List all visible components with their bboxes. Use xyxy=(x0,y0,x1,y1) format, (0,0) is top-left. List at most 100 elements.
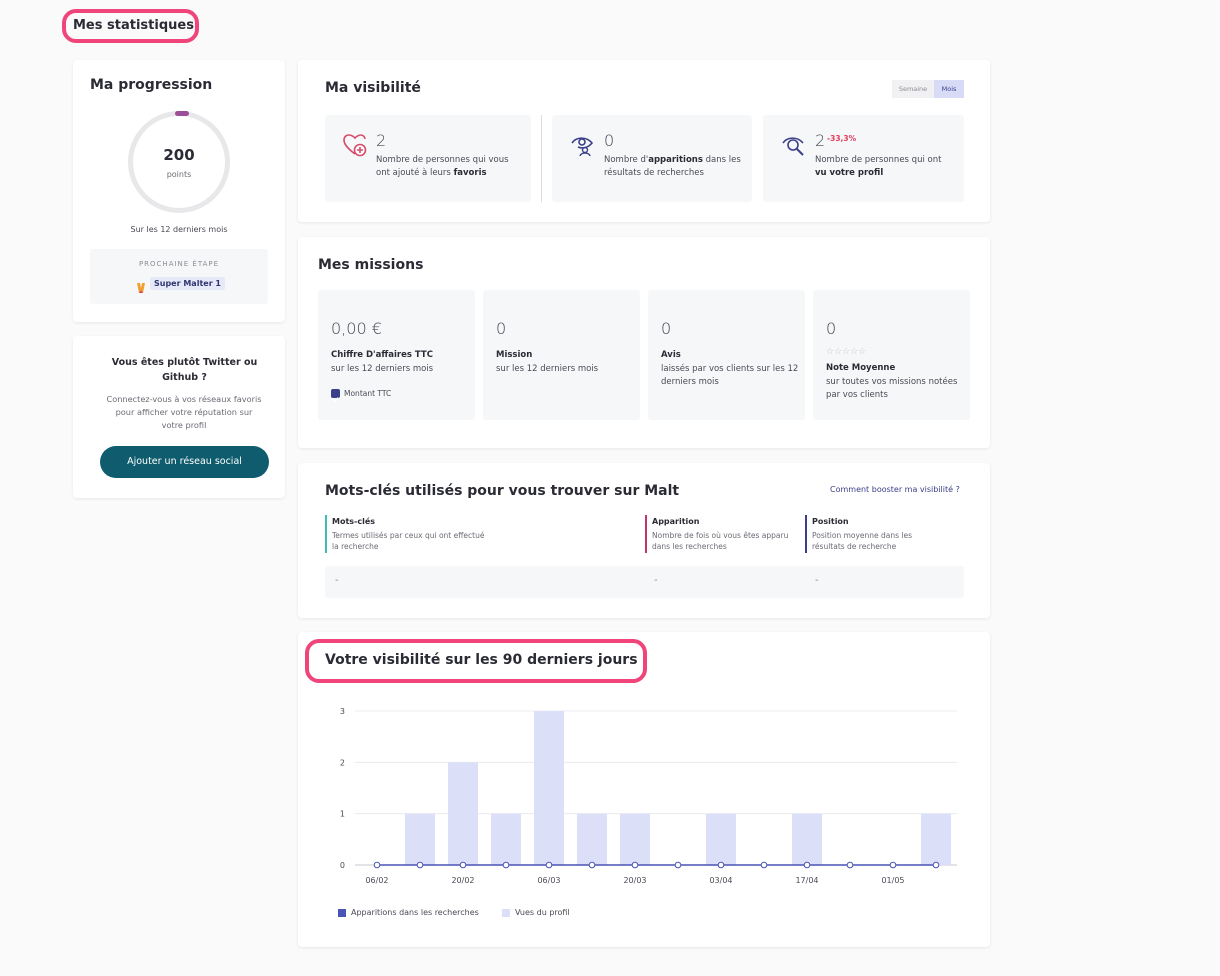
point-appearances xyxy=(459,861,467,869)
bar-profile-views xyxy=(921,813,951,865)
position-col-desc: Position moyenne dans les résultats de r… xyxy=(812,531,913,551)
keywords-title: Mots-clés utilisés pour vous trouver sur… xyxy=(325,483,680,499)
position-col-border xyxy=(805,515,807,553)
y-tick-label: 1 xyxy=(340,810,345,819)
mission-tile-revenue xyxy=(318,290,475,420)
stat-favorites-text: Nombre de personnes qui vous ont ajouté … xyxy=(376,155,509,178)
progression-title: Ma progression xyxy=(90,77,213,93)
stat-profile-views-text: Nombre de personnes qui ont vu votre pro… xyxy=(815,155,942,178)
visibility-chart: 0 1 2 3 06/02 20/02 06/03 20/03 03/04 17/04 01/05 xyxy=(340,707,957,885)
bar-profile-views xyxy=(706,813,736,865)
next-step-badge[interactable]: Super Malter 1 xyxy=(150,277,225,290)
highlight-chart-title xyxy=(305,639,647,683)
position-row-value: - xyxy=(815,575,819,586)
mission-label: Mission xyxy=(496,350,533,360)
bar-profile-views xyxy=(448,762,478,865)
position-col-title: Position xyxy=(812,517,849,526)
mission-tile-mission xyxy=(483,290,640,420)
stat-profile-views-value: 2 xyxy=(815,131,826,150)
mission-sub: sur les 12 derniers mois xyxy=(496,364,599,374)
mission-value: 0 xyxy=(496,319,507,338)
social-description: Connectez-vous à vos réseaux favoris pou… xyxy=(106,394,262,430)
point-appearances xyxy=(631,861,639,869)
mission-tile-reviews xyxy=(648,290,805,420)
rating-value: 0 xyxy=(826,319,837,338)
point-appearances xyxy=(932,861,940,869)
point-appearances xyxy=(502,861,510,869)
y-tick-label: 0 xyxy=(340,861,345,870)
keywords-col-desc: Termes utilisés par ceux qui ont effectu… xyxy=(332,531,485,551)
keywords-table-row xyxy=(325,566,964,598)
toggle-semaine[interactable]: Semaine xyxy=(892,80,934,98)
appearance-col-title: Apparition xyxy=(652,517,700,526)
appearance-col-border xyxy=(645,515,647,553)
point-appearances xyxy=(803,861,811,869)
y-tick-label: 3 xyxy=(340,707,345,716)
reviews-label: Avis xyxy=(661,350,681,360)
point-appearances xyxy=(889,861,897,869)
x-tick-label: 03/04 xyxy=(709,876,732,885)
point-appearances xyxy=(416,861,424,869)
stat-appearances-text: Nombre d'apparitions dans les résultats … xyxy=(604,155,741,178)
toggle-mois[interactable]: Mois xyxy=(934,80,964,98)
medal-icon xyxy=(136,279,146,293)
bar-profile-views xyxy=(491,813,521,865)
points-label: points xyxy=(166,170,192,179)
keywords-col-title: Mots-clés xyxy=(332,517,376,526)
mission-tile-rating xyxy=(813,290,970,420)
x-tick-label: 01/05 xyxy=(881,876,904,885)
revenue-value: 0,00 € xyxy=(331,319,382,338)
legend-swatch-appearances xyxy=(338,909,346,917)
point-appearances xyxy=(717,861,725,869)
legend-label-profile-views: Vues du profil xyxy=(515,908,570,917)
revenue-label: Chiffre D'affaires TTC xyxy=(331,350,433,360)
missions-title: Mes missions xyxy=(318,257,424,273)
progression-period: Sur les 12 derniers mois xyxy=(130,225,228,234)
eye-search-icon xyxy=(781,133,807,161)
point-appearances xyxy=(674,861,682,869)
heart-plus-icon xyxy=(343,133,369,161)
x-tick-label: 20/03 xyxy=(623,876,646,885)
checkbox-icon[interactable] xyxy=(331,389,340,403)
page-title: Mes statistiques xyxy=(73,18,194,33)
point-appearances xyxy=(588,861,596,869)
rating-label: Note Moyenne xyxy=(826,363,896,373)
visibility-divider xyxy=(541,115,542,202)
highlight-page-title xyxy=(62,9,199,43)
keywords-row-value: - xyxy=(335,575,339,586)
legend-swatch-profile-views xyxy=(502,909,510,917)
social-title: Vous êtes plutôt Twitter ou Github ? xyxy=(111,357,258,383)
revenue-sub: sur les 12 derniers mois xyxy=(331,364,434,374)
bar-profile-views xyxy=(620,813,650,865)
point-appearances xyxy=(760,861,768,869)
bar-profile-views xyxy=(577,813,607,865)
bar-profile-views xyxy=(534,711,564,865)
chart-title: Votre visibilité sur les 90 derniers jou… xyxy=(325,652,638,668)
progress-ring-indicator xyxy=(175,111,189,116)
rating-stars-icon: ☆☆☆☆☆ xyxy=(826,347,867,357)
keywords-col-border xyxy=(325,515,327,553)
stat-profile-views-delta: -33,3% xyxy=(827,134,857,143)
point-appearances xyxy=(545,861,553,869)
boost-visibility-link[interactable]: Comment booster ma visibilité ? xyxy=(830,485,960,494)
points-value: 200 xyxy=(163,146,195,164)
eye-person-icon xyxy=(570,133,596,161)
appearance-col-desc: Nombre de fois où vous êtes apparu dans … xyxy=(652,531,789,551)
stat-profile-views-tile xyxy=(763,115,964,202)
legend-label-appearances: Apparitions dans les recherches xyxy=(351,908,479,917)
stat-favorites-value: 2 xyxy=(376,131,387,150)
bar-profile-views xyxy=(792,813,822,865)
point-appearances xyxy=(846,861,854,869)
appearance-row-value: - xyxy=(654,575,658,586)
rating-sub: sur toutes vos missions notées par vos c… xyxy=(826,377,958,400)
stat-favorites-tile xyxy=(325,115,531,202)
bar-profile-views xyxy=(405,813,435,865)
stat-appearances-tile xyxy=(552,115,752,202)
next-step-box xyxy=(90,249,268,304)
y-tick-label: 2 xyxy=(340,758,345,767)
stat-appearances-value: 0 xyxy=(604,131,615,150)
reviews-sub: laissés par vos clients sur les 12 derni… xyxy=(661,364,799,387)
x-tick-label: 06/03 xyxy=(537,876,560,885)
next-step-label: PROCHAINE ÉTAPE xyxy=(138,260,220,268)
add-social-network-button[interactable]: Ajouter un réseau social xyxy=(100,446,269,478)
